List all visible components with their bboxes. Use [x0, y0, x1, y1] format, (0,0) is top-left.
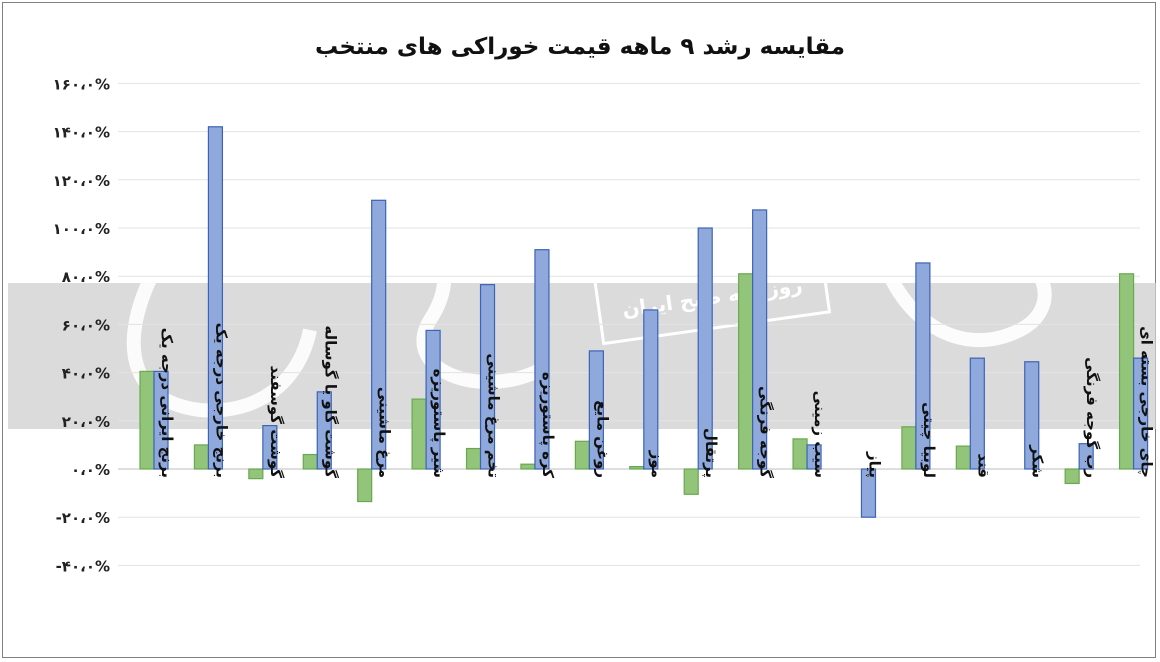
bar-series-2 — [316, 391, 332, 470]
category-label: تخم مرغ ماشینی — [485, 353, 503, 478]
bar-series-1 — [1064, 468, 1080, 485]
category-label: مرغ ماشینی — [376, 387, 394, 478]
bar-series-1 — [248, 468, 264, 480]
category-label: برنج خارجی درجه یک — [212, 323, 230, 478]
category-label: رب گوجه فرنگی — [1083, 357, 1101, 478]
bar-series-1 — [738, 273, 754, 470]
bar-series-2 — [479, 284, 496, 470]
category-label: چای خارجی بسته ای — [1137, 326, 1156, 478]
bar-series-1 — [465, 447, 482, 470]
bar-series-2 — [860, 468, 877, 518]
bar-series-2 — [588, 350, 604, 470]
y-tick-label: ۰،۰% — [71, 461, 110, 479]
bar-series-2 — [207, 126, 224, 470]
bar-series-2 — [752, 209, 768, 470]
bar-series-1 — [629, 465, 645, 470]
bar-series-1 — [792, 438, 808, 470]
y-tick-label: ۸۰،۰% — [62, 268, 110, 286]
chart-title: مقایسه رشد ۹ ماهه قیمت خوراکی های منتخب — [314, 34, 846, 60]
bar-series-1 — [901, 426, 917, 470]
category-label: گوشت گوسفند — [267, 366, 285, 479]
category-label: پیاز — [864, 451, 883, 478]
category-label: موز — [648, 450, 666, 478]
bar-series-1 — [139, 370, 155, 470]
bar-series-1 — [520, 463, 536, 470]
category-label: گوجه فرنگی — [757, 386, 775, 478]
category-label: پرتقال — [701, 428, 720, 478]
bar-series-2 — [969, 357, 985, 470]
y-tick-label: ۱۰۰،۰% — [53, 220, 110, 238]
bar-series-1 — [683, 468, 699, 495]
bar-series-2 — [643, 309, 659, 470]
bar-series-2 — [262, 425, 278, 470]
category-label: لوبیا چیتی — [919, 402, 938, 478]
bar-series-1 — [1118, 273, 1135, 470]
y-tick-label: ۴۰،۰% — [62, 365, 110, 383]
bar-series-1 — [955, 445, 971, 470]
category-label: سیب زمینی — [811, 391, 829, 478]
bar-series-2 — [1078, 443, 1094, 470]
category-label: قند — [974, 453, 992, 478]
bar-series-2 — [425, 329, 441, 470]
bar-series-1 — [574, 440, 590, 470]
bar-series-2 — [915, 262, 931, 470]
category-label: روغن مایع — [593, 400, 611, 478]
category-label: شیر پاستوریزه — [429, 369, 448, 478]
y-tick-label: ۱۲۰،۰% — [53, 172, 110, 190]
category-label: گوشت گاو یا گوساله — [321, 325, 339, 478]
y-tick-label: -۲۰،۰% — [56, 509, 110, 527]
bar-series-1 — [411, 398, 427, 470]
y-tick-label: ۱۴۰،۰% — [53, 124, 110, 142]
bar-series-2 — [1132, 357, 1149, 470]
bar-series-2 — [534, 249, 550, 470]
bar-series-2 — [806, 444, 822, 470]
bar-series-1 — [193, 444, 210, 470]
bar-series-2 — [153, 370, 169, 470]
y-tick-label: ۲۰،۰% — [62, 413, 110, 431]
category-label: برنج ایرانی درجه یک — [158, 328, 176, 478]
bar-series-2 — [1024, 361, 1040, 470]
y-tick-label: -۴۰،۰% — [56, 557, 110, 575]
bar-series-2 — [697, 227, 713, 470]
y-tick-label: ۶۰،۰% — [62, 316, 110, 334]
category-label: شکر — [1029, 444, 1047, 478]
category-label: کره پاستوریزه — [538, 372, 557, 478]
y-tick-label: ۱۶۰،۰% — [53, 75, 110, 93]
bar-series-1 — [357, 468, 373, 503]
bar-series-2 — [371, 199, 387, 470]
bar-series-1 — [302, 453, 318, 470]
